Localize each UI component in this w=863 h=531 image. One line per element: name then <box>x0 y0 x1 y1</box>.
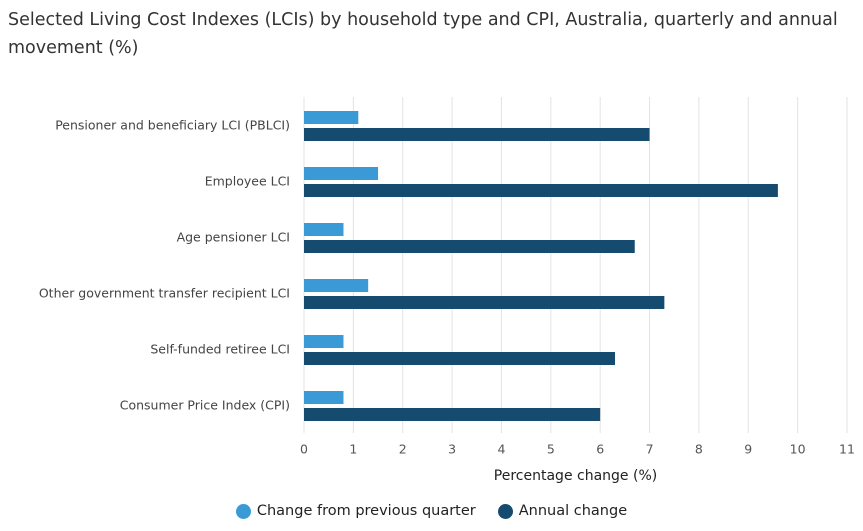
legend-item[interactable]: Change from previous quarter <box>235 503 476 519</box>
x-tick-label: 3 <box>448 442 456 457</box>
bar <box>304 391 344 404</box>
x-tick-label: 9 <box>744 442 752 457</box>
y-tick-label: Self-funded retiree LCI <box>150 342 290 357</box>
chart-title: Selected Living Cost Indexes (LCIs) by h… <box>8 10 838 58</box>
y-tick-label: Employee LCI <box>205 174 290 189</box>
bar <box>304 128 650 141</box>
legend: Change from previous quarter Annual chang… <box>0 503 863 519</box>
x-tick-label: 11 <box>839 442 855 457</box>
y-tick-label: Age pensioner LCI <box>177 230 290 245</box>
x-tick-label: 8 <box>695 442 703 457</box>
y-tick-label: Consumer Price Index (CPI) <box>120 398 290 413</box>
x-tick-label: 7 <box>646 442 654 457</box>
bar <box>304 167 379 180</box>
y-tick-label: Other government transfer recipient LCI <box>39 286 290 301</box>
bar <box>304 335 344 348</box>
bar <box>304 352 615 365</box>
bar <box>304 184 778 197</box>
x-tick-label: 0 <box>300 442 308 457</box>
legend-label: Annual change <box>518 503 628 519</box>
x-tick-label: 4 <box>497 442 505 457</box>
x-tick-label: 10 <box>790 442 806 457</box>
x-tick-label: 6 <box>596 442 604 457</box>
bar <box>304 111 359 124</box>
x-axis-title: Percentage change (%) <box>494 468 657 484</box>
bar <box>304 296 665 309</box>
legend-label: Change from previous quarter <box>256 503 476 519</box>
bar <box>304 240 635 253</box>
legend-item[interactable]: Annual change <box>497 503 628 519</box>
y-tick-label: Pensioner and beneficiary LCI (PBLCI) <box>55 118 290 133</box>
x-tick-label: 1 <box>349 442 357 457</box>
bar <box>304 223 344 236</box>
bar <box>304 408 601 421</box>
x-tick-label: 5 <box>547 442 555 457</box>
legend-swatch <box>497 503 513 519</box>
x-tick-label: 2 <box>399 442 407 457</box>
legend-swatch <box>235 503 251 519</box>
bar <box>304 279 369 292</box>
